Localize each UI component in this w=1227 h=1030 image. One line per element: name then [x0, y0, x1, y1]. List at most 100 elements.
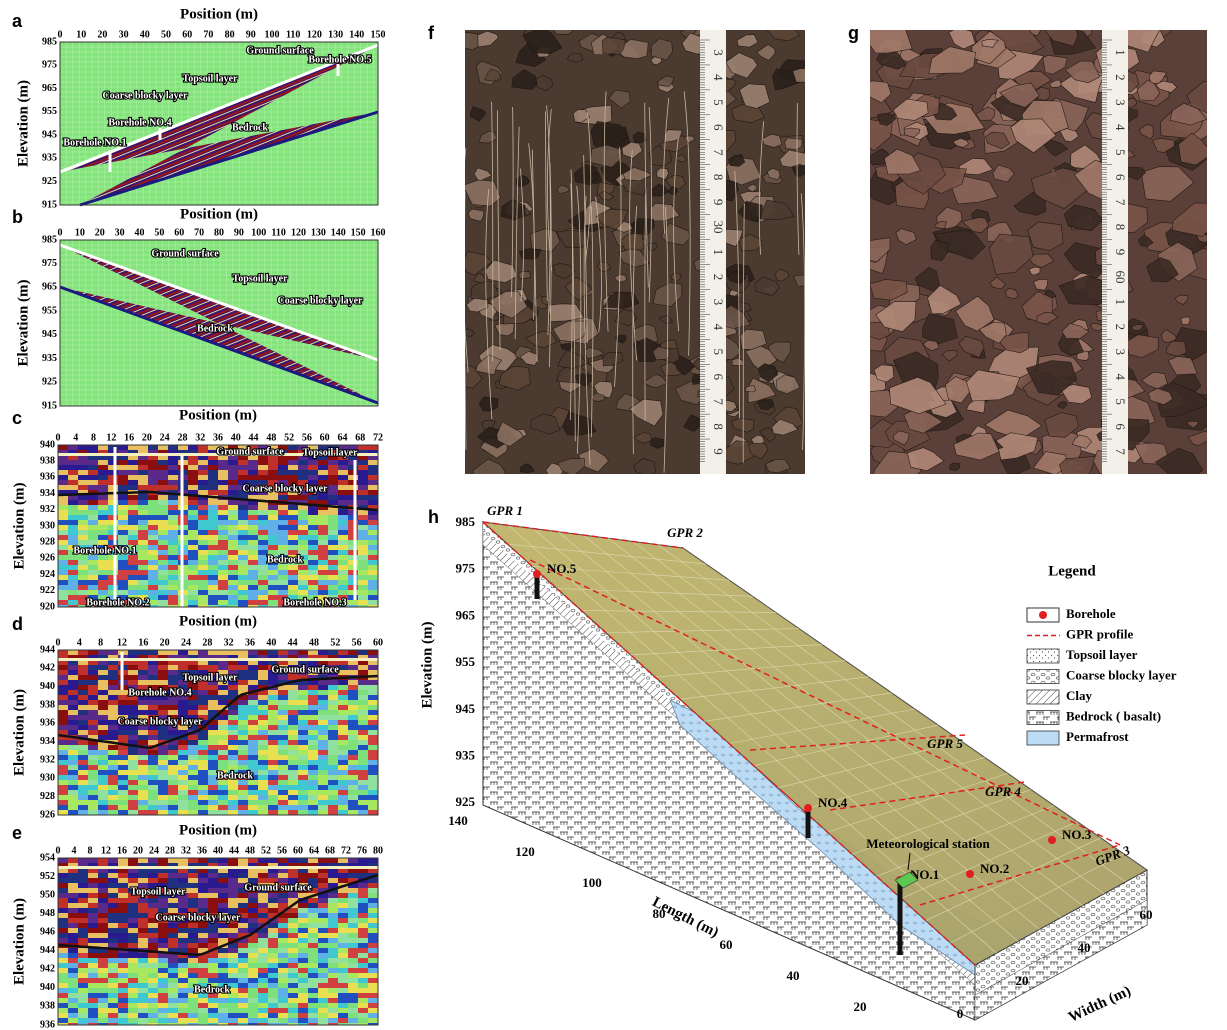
radar-cell [108, 810, 118, 815]
borehole-label: NO.5 [547, 561, 577, 576]
radar-cell [288, 873, 298, 878]
radar-cell [118, 465, 128, 470]
radar-cell [268, 730, 278, 735]
radar-cell [288, 790, 298, 795]
radar-cell [98, 933, 108, 938]
radar-cell [218, 590, 228, 595]
radar-cell [138, 735, 148, 740]
radar-cell [78, 1008, 88, 1013]
radar-cell [328, 1013, 338, 1018]
radar-cell [298, 740, 308, 745]
radar-cell [278, 760, 288, 765]
radar-cell [228, 893, 238, 898]
radar-cell [118, 705, 128, 710]
x-tick-label: 10 [75, 227, 85, 238]
radar-cell [98, 480, 108, 485]
radar-cell [258, 580, 268, 585]
radar-cell [238, 475, 248, 480]
radar-cell [238, 1008, 248, 1013]
radar-cell [68, 595, 78, 600]
radar-cell [88, 978, 98, 983]
rock [785, 138, 803, 150]
radar-cell [218, 585, 228, 590]
radar-cell [168, 755, 178, 760]
radar-cell [108, 933, 118, 938]
radar-cell [178, 858, 188, 863]
radar-cell [248, 710, 258, 715]
radar-cell [268, 988, 278, 993]
radar-cell [58, 750, 68, 755]
radar-cell [108, 923, 118, 928]
radar-cell [188, 550, 198, 555]
radar-cell [198, 510, 208, 515]
ruler-label: 3 [711, 299, 726, 306]
radar-cell [328, 893, 338, 898]
annotation: Coarse blocky layer [103, 90, 189, 101]
radar-cell [368, 575, 378, 580]
radar-cell [348, 670, 358, 675]
radar-cell [308, 973, 318, 978]
radar-cell [278, 465, 288, 470]
radar-cell [228, 460, 238, 465]
radar-cell [318, 570, 328, 575]
annotation: Ground surface [246, 45, 314, 56]
radar-cell [198, 1013, 208, 1018]
radar-cell [128, 1018, 138, 1023]
radar-cell [308, 923, 318, 928]
radar-cell [248, 680, 258, 685]
radar-cell [248, 560, 258, 565]
radar-cell [138, 923, 148, 928]
radar-cell [178, 983, 188, 988]
radar-cell [108, 695, 118, 700]
radar-cell [348, 908, 358, 913]
radar-cell [218, 700, 228, 705]
radar-cell [248, 700, 258, 705]
radar-cell [128, 540, 138, 545]
radar-cell [148, 1008, 158, 1013]
radar-cell [338, 805, 348, 810]
radar-cell [368, 665, 378, 670]
radar-cell [268, 968, 278, 973]
radar-cell [88, 988, 98, 993]
radar-cell [358, 755, 368, 760]
radar-cell [148, 570, 158, 575]
radar-cell [68, 585, 78, 590]
radar-cell [108, 918, 118, 923]
radar-cell [138, 755, 148, 760]
radar-cell [248, 963, 258, 968]
radar-cell [178, 810, 188, 815]
radar-cell [118, 923, 128, 928]
radar-cell [68, 475, 78, 480]
radar-cell [98, 590, 108, 595]
radar-cell [368, 520, 378, 525]
radar-cell [248, 800, 258, 805]
radar-cell [168, 730, 178, 735]
radar-cell [158, 530, 168, 535]
radar-cell [368, 720, 378, 725]
radar-cell [268, 735, 278, 740]
x-tick-label: 0 [56, 432, 61, 443]
radar-cell [208, 550, 218, 555]
radar-cell [368, 745, 378, 750]
radar-cell [348, 765, 358, 770]
radar-cell [258, 675, 268, 680]
radar-cell [148, 943, 158, 948]
radar-cell [258, 600, 268, 605]
radar-cell [298, 580, 308, 585]
ruler-label: 6 [1113, 174, 1128, 181]
radar-cell [368, 785, 378, 790]
radar-cell [148, 740, 158, 745]
radar-cell [358, 535, 368, 540]
radar-cell [258, 750, 268, 755]
x-tick-label: 20 [133, 845, 143, 856]
radar-cell [328, 680, 338, 685]
radar-cell [88, 505, 98, 510]
radar-cell [198, 810, 208, 815]
radar-cell [308, 475, 318, 480]
radar-cell [68, 998, 78, 1003]
radar-cell [218, 928, 228, 933]
x-tick-label: 56 [277, 845, 287, 856]
radar-cell [278, 858, 288, 863]
radar-cell [188, 873, 198, 878]
radar-cell [138, 1018, 148, 1023]
